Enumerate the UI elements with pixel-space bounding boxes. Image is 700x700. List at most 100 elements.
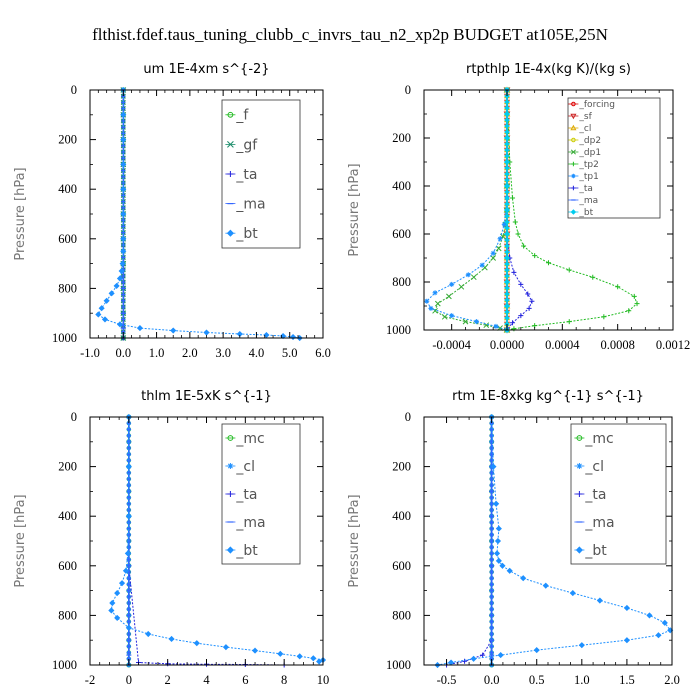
- data-point: [504, 177, 510, 183]
- data-point: [504, 99, 510, 105]
- data-point: [504, 189, 510, 195]
- data-point: [490, 463, 497, 470]
- data-point: [170, 327, 177, 334]
- series-ma: [489, 416, 495, 666]
- legend-box: [567, 97, 661, 219]
- panel-4: rtm 1E-8xkg kg^{-1} s^{-1} Pressure [hPa]…: [347, 389, 680, 687]
- data-point: [631, 293, 637, 299]
- data-point: [428, 305, 434, 311]
- panel-2: rtpthlp 1E-4x(kg K)/(kg s) Pressure [hPa]…: [347, 62, 690, 352]
- data-point: [493, 500, 500, 507]
- data-point: [504, 195, 510, 201]
- legend-marker: [227, 111, 234, 118]
- series-line: [97, 90, 300, 339]
- data-point: [168, 635, 175, 643]
- data-point: [504, 219, 510, 225]
- data-point: [495, 525, 502, 532]
- y-tick-label: 200: [58, 460, 77, 474]
- panel-3: thlm 1E-5xK s^{-1} Pressure [hPa] -2 0 2 4 6 8 1…: [13, 389, 329, 687]
- data-point: [646, 612, 653, 619]
- data-point: [504, 201, 510, 207]
- data-point: [120, 235, 127, 242]
- data-point: [655, 632, 662, 639]
- data-point: [504, 267, 510, 273]
- data-point: [424, 298, 430, 304]
- data-point: [222, 644, 229, 651]
- data-point: [504, 303, 510, 309]
- y-tick-label: 0: [71, 83, 77, 97]
- data-point: [125, 513, 132, 520]
- data-point: [193, 640, 200, 647]
- legend-marker: [576, 491, 583, 497]
- data-point: [615, 284, 621, 290]
- x-tick-label: 0.0: [484, 673, 500, 687]
- data-point: [590, 274, 596, 280]
- legend-label: _ta: [578, 184, 593, 194]
- data-point: [289, 333, 297, 341]
- data-point: [504, 153, 510, 159]
- data-point: [480, 652, 486, 658]
- legend-label: _cl: [578, 124, 591, 134]
- x-tick-label: 6.0: [315, 346, 331, 360]
- data-point: [521, 243, 527, 249]
- series-line: [506, 90, 533, 331]
- x-tick-label: 5.0: [282, 346, 298, 360]
- series-dp1: [432, 87, 510, 333]
- legend-marker: [570, 149, 576, 155]
- legend-marker: [570, 113, 577, 120]
- data-point: [634, 301, 640, 307]
- data-point: [546, 260, 551, 266]
- data-point: [470, 274, 477, 281]
- y-tick-label: 600: [58, 559, 77, 573]
- legend-label: _bt: [235, 543, 258, 559]
- data-point: [251, 647, 259, 654]
- data-point: [511, 269, 517, 275]
- x-tick-label: 6: [242, 673, 248, 687]
- legend-label: _dp1: [578, 148, 601, 158]
- data-point: [108, 290, 115, 297]
- data-point: [493, 323, 499, 329]
- y-tick-label: 1000: [52, 331, 77, 345]
- data-point: [316, 658, 323, 665]
- data-point: [108, 607, 115, 614]
- x-tick-label: 2.0: [664, 673, 680, 687]
- data-point: [566, 267, 572, 273]
- y-tick-label: 1000: [386, 323, 411, 337]
- legend: _forcing _sf _cl _dp2 _dp1 _tp2 _tp1 _ta _ma _bt: [567, 97, 661, 219]
- legend-label: _mc: [584, 431, 613, 447]
- x-tick-label: 0.0008: [600, 338, 634, 352]
- data-point: [116, 275, 124, 282]
- data-point: [504, 207, 510, 213]
- x-tick-label: 0.0004: [545, 338, 580, 352]
- data-point: [596, 597, 603, 604]
- data-point: [499, 562, 506, 569]
- legend-label: _tp1: [578, 172, 598, 182]
- data-point: [458, 283, 465, 290]
- legend-label: _bt: [235, 226, 258, 242]
- legend-marker: [570, 124, 577, 131]
- y-axis-label: Pressure [hPa]: [347, 494, 362, 587]
- y-tick-label: 200: [392, 460, 411, 474]
- data-point: [136, 325, 143, 332]
- legend: _mc _cl _ta _ma _bt: [221, 423, 301, 565]
- data-point: [504, 309, 510, 315]
- series-line: [426, 90, 508, 331]
- data-point: [497, 652, 504, 659]
- y-tick-label: 400: [58, 509, 77, 523]
- legend-marker: [227, 463, 234, 469]
- x-tick-label: 2.0: [182, 346, 198, 360]
- legend-marker: [576, 463, 583, 469]
- data-point: [449, 313, 455, 319]
- data-point: [504, 129, 510, 135]
- data-point: [542, 582, 549, 589]
- legend-label: _cl: [584, 459, 604, 475]
- x-tick-label: -0.5: [437, 673, 457, 687]
- data-point: [504, 117, 510, 123]
- data-point: [504, 165, 510, 171]
- legend-label: _f: [235, 108, 249, 124]
- x-tick-label: 2: [165, 673, 171, 687]
- x-tick-label: 0.0000: [490, 338, 524, 352]
- data-point: [504, 183, 510, 189]
- legend-marker: [571, 101, 576, 107]
